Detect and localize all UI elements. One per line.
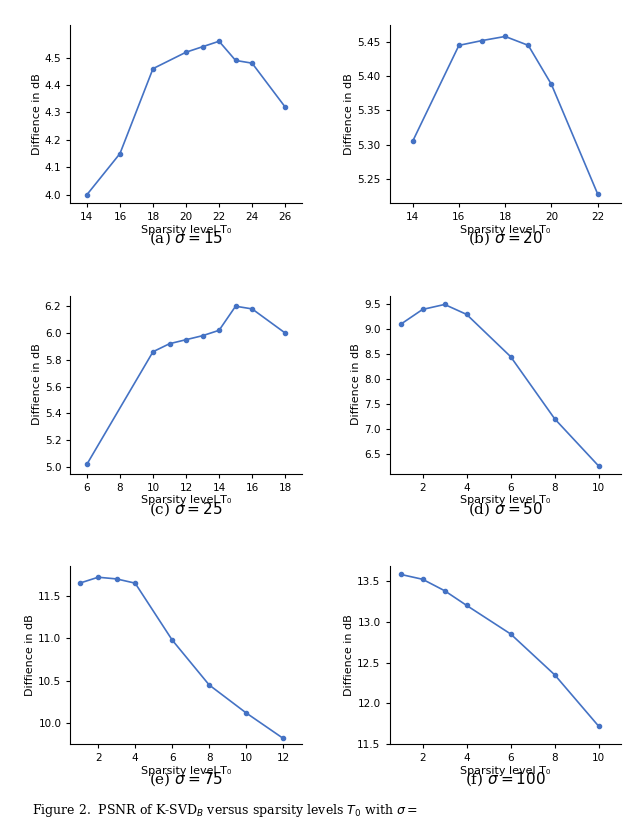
Y-axis label: Diffience in dB: Diffience in dB (351, 344, 361, 425)
Y-axis label: Diffience in dB: Diffience in dB (26, 614, 35, 696)
X-axis label: Sparsity level T₀: Sparsity level T₀ (460, 495, 550, 505)
Y-axis label: Diffience in dB: Diffience in dB (344, 614, 355, 696)
Y-axis label: Diffience in dB: Diffience in dB (32, 73, 42, 155)
Y-axis label: Diffience in dB: Diffience in dB (32, 344, 42, 425)
Text: (e) $\sigma = 75$: (e) $\sigma = 75$ (149, 771, 223, 788)
X-axis label: Sparsity level T₀: Sparsity level T₀ (460, 225, 550, 235)
X-axis label: Sparsity level T₀: Sparsity level T₀ (141, 225, 231, 235)
Text: (f) $\sigma = 100$: (f) $\sigma = 100$ (465, 771, 545, 788)
Text: (c) $\sigma = 25$: (c) $\sigma = 25$ (149, 500, 223, 518)
Text: (a) $\sigma = 15$: (a) $\sigma = 15$ (149, 229, 223, 247)
X-axis label: Sparsity level T₀: Sparsity level T₀ (141, 495, 231, 505)
Text: Figure 2.  PSNR of K-SVD$_B$ versus sparsity levels $T_0$ with $\sigma =$: Figure 2. PSNR of K-SVD$_B$ versus spars… (32, 801, 418, 819)
X-axis label: Sparsity level T₀: Sparsity level T₀ (141, 766, 231, 776)
X-axis label: Sparsity level T₀: Sparsity level T₀ (460, 766, 550, 776)
Y-axis label: Diffience in dB: Diffience in dB (344, 73, 355, 155)
Text: (d) $\sigma = 50$: (d) $\sigma = 50$ (468, 500, 543, 518)
Text: (b) $\sigma = 20$: (b) $\sigma = 20$ (468, 229, 543, 247)
